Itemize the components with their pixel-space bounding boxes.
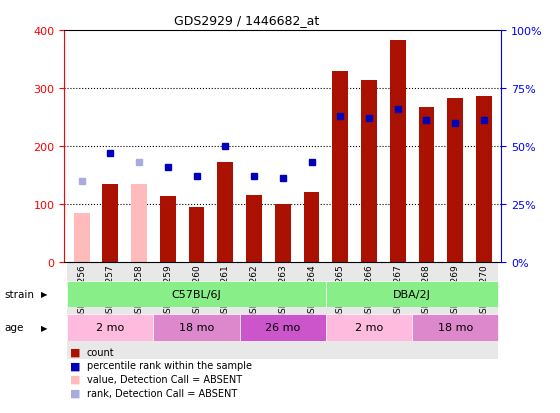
Text: ■: ■ xyxy=(70,388,81,398)
Bar xyxy=(418,107,435,262)
Bar xyxy=(67,281,326,308)
Bar xyxy=(476,96,492,262)
Bar xyxy=(412,262,441,359)
Bar xyxy=(275,204,291,262)
Bar xyxy=(125,262,153,359)
Text: 2 mo: 2 mo xyxy=(355,322,383,332)
Bar xyxy=(354,262,384,359)
Text: value, Detection Call = ABSENT: value, Detection Call = ABSENT xyxy=(87,374,242,384)
Bar xyxy=(240,314,326,341)
Text: C57BL/6J: C57BL/6J xyxy=(172,289,221,299)
Bar xyxy=(268,262,297,359)
Bar xyxy=(67,262,96,359)
Bar xyxy=(326,314,412,341)
Bar xyxy=(297,262,326,359)
Bar xyxy=(211,262,240,359)
Bar xyxy=(102,184,118,262)
Bar xyxy=(189,207,204,262)
Text: strain: strain xyxy=(4,289,35,299)
Bar xyxy=(333,71,348,262)
Bar xyxy=(240,262,268,359)
Bar xyxy=(96,262,125,359)
Text: 26 mo: 26 mo xyxy=(265,322,300,332)
Text: 18 mo: 18 mo xyxy=(437,322,473,332)
Text: ▶: ▶ xyxy=(41,323,48,332)
Bar xyxy=(447,99,463,262)
Text: DBA/2J: DBA/2J xyxy=(393,289,431,299)
Bar xyxy=(67,314,153,341)
Bar xyxy=(384,262,412,359)
Bar xyxy=(74,213,90,262)
Bar xyxy=(246,196,262,262)
Bar xyxy=(361,81,377,262)
Text: rank, Detection Call = ABSENT: rank, Detection Call = ABSENT xyxy=(87,388,237,398)
Bar xyxy=(217,162,233,262)
Bar xyxy=(304,193,319,262)
Bar xyxy=(182,262,211,359)
Text: 2 mo: 2 mo xyxy=(96,322,124,332)
Text: percentile rank within the sample: percentile rank within the sample xyxy=(87,361,252,370)
Text: 18 mo: 18 mo xyxy=(179,322,214,332)
Text: ■: ■ xyxy=(70,347,81,357)
Text: ▶: ▶ xyxy=(41,290,48,299)
Bar xyxy=(470,262,498,359)
Bar xyxy=(131,184,147,262)
Text: ■: ■ xyxy=(70,361,81,370)
Bar xyxy=(326,281,498,308)
Bar xyxy=(153,314,240,341)
Text: ■: ■ xyxy=(70,374,81,384)
Bar xyxy=(326,262,354,359)
Text: count: count xyxy=(87,347,114,357)
Bar xyxy=(153,262,182,359)
Bar xyxy=(390,41,405,262)
Bar xyxy=(160,197,176,262)
Text: age: age xyxy=(4,322,24,332)
Text: GDS2929 / 1446682_at: GDS2929 / 1446682_at xyxy=(174,14,319,27)
Bar xyxy=(412,314,498,341)
Bar xyxy=(441,262,470,359)
